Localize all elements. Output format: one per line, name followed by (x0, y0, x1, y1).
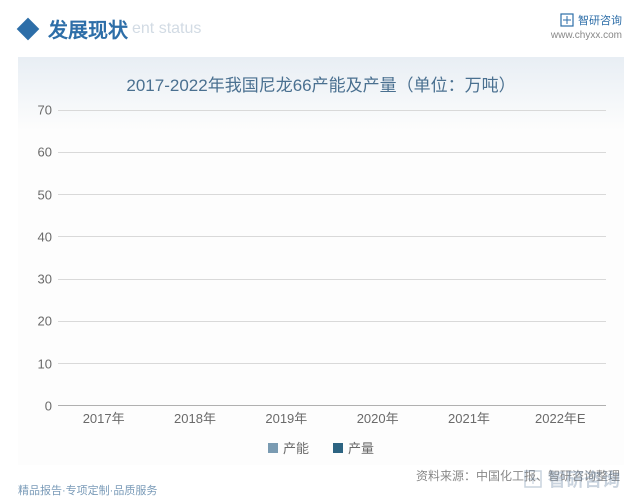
y-tick: 20 (38, 314, 52, 329)
chart-plot: 010203040506070 2017年2018年2019年2020年2021… (58, 110, 606, 430)
x-label: 2022年E (515, 408, 606, 430)
header: 发展现状 ent status 智研咨询 www.chyxx.com (0, 0, 642, 51)
page-title: 发展现状 (48, 14, 128, 43)
y-tick: 50 (38, 187, 52, 202)
y-tick: 30 (38, 272, 52, 287)
y-tick: 10 (38, 356, 52, 371)
chart-title: 2017-2022年我国尼龙66产能及产量（单位：万吨） (28, 67, 614, 110)
brand-block: 智研咨询 www.chyxx.com (551, 12, 622, 41)
bottom-brand-icon (523, 469, 543, 489)
y-tick: 70 (38, 103, 52, 118)
brand-name: 智研咨询 (578, 12, 622, 28)
x-label: 2021年 (423, 408, 514, 430)
x-label: 2020年 (332, 408, 423, 430)
brand-icon (560, 13, 574, 27)
footer-text: 精品报告·专项定制·品质服务 (18, 482, 157, 498)
legend-item: 产能 (268, 438, 309, 457)
x-label: 2017年 (58, 408, 149, 430)
legend-swatch (268, 443, 278, 453)
legend-label: 产能 (283, 438, 309, 457)
page-subtitle: ent status (132, 20, 201, 38)
legend-item: 产量 (333, 438, 374, 457)
y-axis: 010203040506070 (28, 110, 56, 406)
diamond-icon (17, 17, 40, 40)
x-axis: 2017年2018年2019年2020年2021年2022年E (58, 408, 606, 430)
chart-container: 2017-2022年我国尼龙66产能及产量（单位：万吨） 01020304050… (18, 57, 624, 465)
legend-swatch (333, 443, 343, 453)
y-tick: 60 (38, 145, 52, 160)
brand-url: www.chyxx.com (551, 30, 622, 41)
bars-area (58, 110, 606, 406)
y-tick: 40 (38, 229, 52, 244)
legend-label: 产量 (348, 438, 374, 457)
x-label: 2018年 (149, 408, 240, 430)
bottom-brand: 智研咨询 (523, 466, 620, 492)
bottom-brand-text: 智研咨询 (548, 466, 620, 492)
x-label: 2019年 (241, 408, 332, 430)
legend: 产能 产量 (28, 430, 614, 459)
y-tick: 0 (45, 399, 52, 414)
